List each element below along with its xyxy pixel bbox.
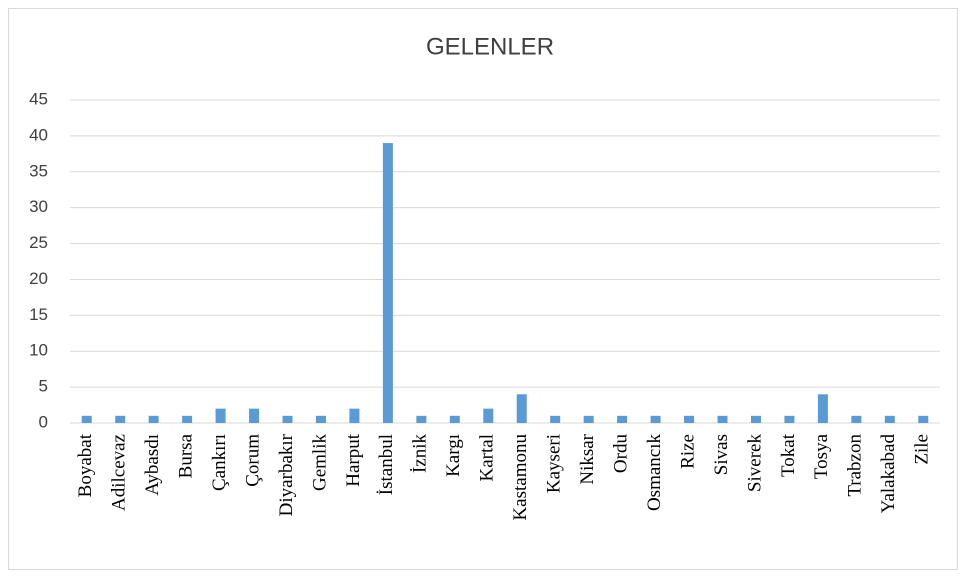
bar — [884, 415, 895, 423]
x-tick-label: Diyarbakır — [276, 433, 297, 516]
x-tick-label: Zile — [912, 434, 933, 465]
bar — [215, 408, 226, 423]
x-tick-label: Yalakabad — [878, 434, 899, 514]
bar — [282, 415, 293, 423]
x-tick-label: Rize — [677, 434, 698, 469]
x-tick-label: Tokat — [778, 433, 799, 477]
y-tick-label: 10 — [29, 341, 48, 360]
bar — [717, 415, 728, 423]
bar — [315, 415, 326, 423]
bar — [516, 394, 527, 423]
bar — [684, 415, 695, 423]
bar — [483, 408, 494, 423]
bar — [918, 415, 929, 423]
y-tick-label: 5 — [39, 377, 48, 396]
x-tick-label: Kayseri — [544, 434, 565, 493]
y-tick-label: 0 — [39, 412, 48, 431]
x-tick-label: Adilcevaz — [109, 434, 130, 511]
bar — [249, 408, 260, 423]
chart-frame — [8, 8, 958, 570]
x-tick-label: Harput — [343, 433, 364, 486]
bar — [851, 415, 862, 423]
bar — [583, 415, 594, 423]
bar — [550, 415, 561, 423]
bar — [349, 408, 360, 423]
x-tick-label: Osmancık — [644, 434, 665, 512]
bar — [81, 415, 92, 423]
x-tick-label: Ordu — [610, 434, 631, 474]
y-tick-label: 20 — [29, 269, 48, 288]
x-tick-label: Kargı — [443, 434, 464, 477]
y-tick-label: 40 — [29, 125, 48, 144]
x-tick-label: Bursa — [175, 433, 196, 478]
bar — [416, 415, 427, 423]
y-tick-label: 30 — [29, 197, 48, 216]
bar — [617, 415, 628, 423]
bar — [784, 415, 795, 423]
x-tick-label: Sivas — [711, 434, 732, 475]
y-tick-label: 25 — [29, 233, 48, 252]
bar — [650, 415, 661, 423]
x-tick-label: İstanbul — [376, 434, 397, 495]
bar — [148, 415, 159, 423]
bar — [449, 415, 460, 423]
x-tick-label: Trabzon — [845, 434, 866, 497]
bar — [115, 415, 126, 423]
bar — [750, 415, 761, 423]
x-tick-label: Tosya — [811, 433, 832, 479]
x-tick-label: Niksar — [577, 433, 598, 484]
x-tick-label: İznik — [410, 434, 431, 474]
x-tick-label: Çankırı — [209, 434, 230, 491]
y-tick-label: 35 — [29, 161, 48, 180]
y-tick-label: 45 — [29, 89, 48, 108]
x-tick-label: Çorum — [242, 434, 263, 487]
bar — [817, 394, 828, 423]
bar — [182, 415, 193, 423]
x-tick-label: Kartal — [477, 434, 498, 481]
x-tick-label: Boyabat — [75, 433, 96, 497]
chart-title: GELENLER — [426, 33, 554, 60]
bar — [382, 143, 393, 424]
x-tick-label: Siverek — [744, 434, 765, 493]
x-tick-label: Kastamonu — [510, 434, 531, 521]
x-tick-label: Gemlik — [309, 434, 330, 491]
y-tick-label: 15 — [29, 305, 48, 324]
x-tick-label: Aybasdı — [142, 434, 163, 496]
